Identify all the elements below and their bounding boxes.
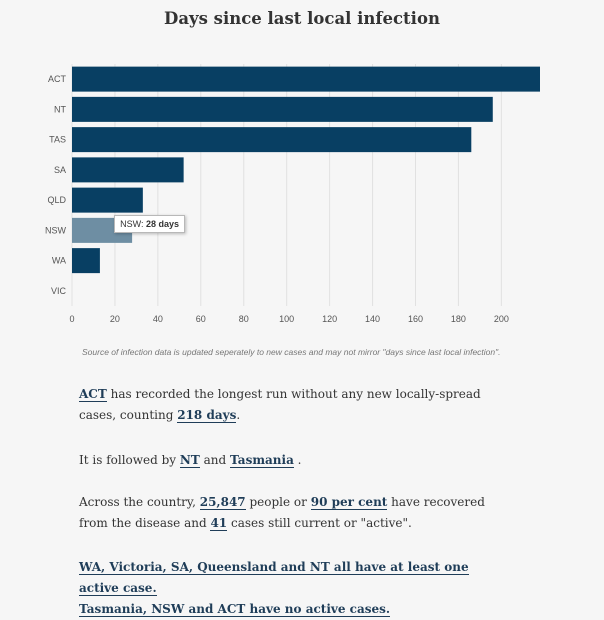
source-note: Source of infection data is updated sepe… [82, 347, 501, 357]
paragraph-country: Across the country, 25,847 people or 90 … [79, 492, 509, 534]
tooltip: NSW: 28 days [114, 215, 185, 234]
p2-text-2: and [199, 453, 231, 467]
p3-text-3: have recovered from the disease and [79, 495, 485, 530]
paragraph-active-cases: WA, Victoria, SA, Queensland and NT all … [79, 557, 509, 620]
x-tick-label: 40 [153, 314, 163, 324]
category-label-qld: QLD [47, 195, 66, 205]
p1-text-2: . [236, 408, 241, 422]
x-tick-label: 160 [408, 314, 423, 324]
category-label-wa: WA [52, 256, 66, 266]
bar-qld[interactable] [72, 187, 143, 213]
x-tick-label: 100 [279, 314, 294, 324]
category-label-nt: NT [54, 104, 66, 114]
x-tick-label: 20 [110, 314, 120, 324]
bar-sa[interactable] [72, 157, 184, 183]
x-tick-label: 60 [196, 314, 206, 324]
p1-text-1: has recorded the longest run without any… [79, 387, 481, 422]
category-label-sa: SA [54, 165, 66, 175]
bar-nt[interactable] [72, 96, 493, 122]
bar-wa[interactable] [72, 248, 100, 274]
x-tick-label: 200 [494, 314, 509, 324]
x-tick-label: 0 [69, 314, 74, 324]
paragraph-act: ACT has recorded the longest run without… [79, 384, 509, 426]
days-link[interactable]: 218 days [177, 408, 237, 423]
x-tick-label: 80 [239, 314, 249, 324]
bar-tas[interactable] [72, 127, 472, 153]
recovered-count-link[interactable]: 25,847 [199, 495, 246, 510]
active-count-link[interactable]: 41 [210, 516, 228, 531]
paragraph-followed: It is followed by NT and Tasmania . [79, 450, 509, 471]
chart-title: Days since last local infection [164, 9, 440, 28]
x-tick-label: 180 [451, 314, 466, 324]
bar-act[interactable] [72, 66, 540, 92]
p3-text-4: cases still current or "active". [227, 516, 412, 530]
percent-link[interactable]: 90 per cent [310, 495, 388, 510]
nt-link[interactable]: NT [179, 453, 200, 468]
p2-text-3: . [293, 453, 302, 467]
category-label-act: ACT [48, 74, 67, 84]
p2-text-1: It is followed by [79, 453, 180, 467]
no-active-states-link[interactable]: Tasmania, NSW and ACT have no active cas… [79, 602, 391, 617]
x-tick-label: 140 [365, 314, 380, 324]
tooltip-value: 28 days [145, 219, 179, 230]
active-states-link[interactable]: WA, Victoria, SA, Queensland and NT all … [79, 560, 469, 596]
x-tick-label: 120 [322, 314, 337, 324]
tasmania-link[interactable]: Tasmania [230, 453, 294, 468]
p3-text-1: Across the country, [79, 495, 200, 509]
act-link[interactable]: ACT [79, 387, 107, 402]
tooltip-label: NSW: [120, 219, 144, 230]
category-label-nsw: NSW [45, 225, 67, 235]
bar-chart: ACT NT TAS SA QLD NSW WA VIC 0 20 40 60 80 100 120 140… [45, 64, 540, 324]
p3-text-2: people or [245, 495, 311, 509]
category-label-vic: VIC [51, 286, 67, 296]
category-label-tas: TAS [49, 135, 66, 145]
